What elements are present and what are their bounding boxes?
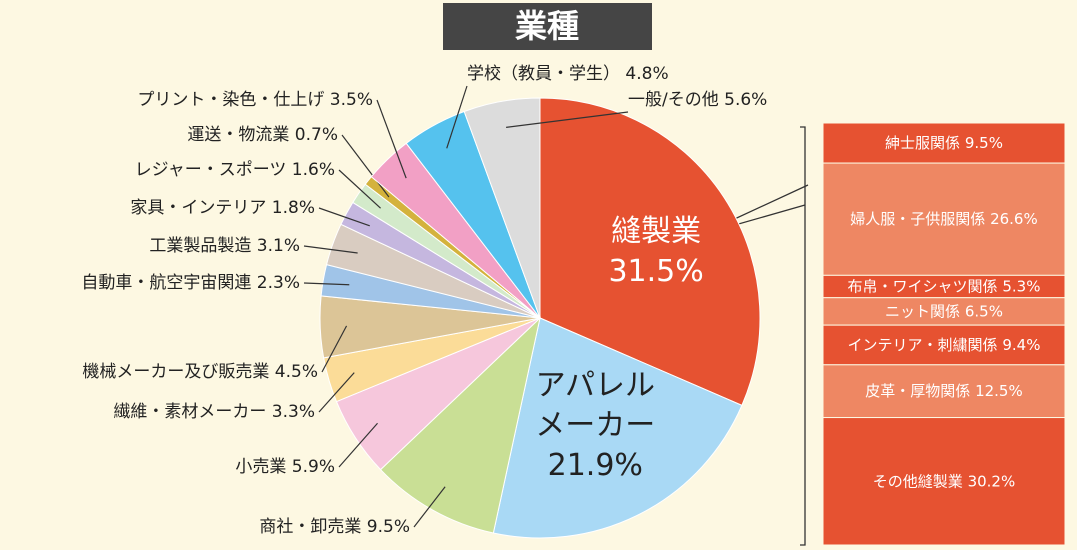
segment-value: 6.5% [965, 302, 1003, 320]
leader-line [338, 169, 381, 209]
slice-name: 自動車・航空宇宙関連 [81, 273, 251, 293]
leader-line [318, 372, 355, 413]
pie-slice [492, 317, 743, 539]
slice-name: 小売業 [235, 457, 286, 477]
slice-name: 一般/その他 [628, 90, 719, 110]
slice-value: 2.3% [257, 273, 300, 293]
slice-value: 3.1% [257, 236, 300, 256]
segment-label: ニット関係 6.5% [885, 302, 1003, 320]
slice-value: 9.5% [367, 517, 410, 537]
slice-name: 商社・卸売業 [259, 517, 361, 537]
segment-name: 皮革・厚物関係 [865, 382, 970, 400]
segment-label: 布帛・ワイシャツ関係 5.3% [848, 277, 1041, 295]
bar-segment [822, 122, 1066, 164]
bracket [800, 126, 806, 546]
slice-name: プリント・染色・仕上げ [137, 90, 324, 110]
segment-label: 皮革・厚物関係 12.5% [865, 382, 1022, 400]
segment-label: 紳士服関係 9.5% [885, 134, 1003, 152]
slice-name: 機械メーカー及び販売業 [82, 362, 269, 382]
slice-value: 1.6% [292, 160, 335, 180]
leader-line [506, 111, 629, 128]
segment-value: 9.5% [965, 134, 1003, 152]
segment-name: ニット関係 [885, 302, 960, 320]
leader-line [341, 134, 390, 198]
slice-label: 工業製品製造 3.1% [149, 236, 300, 256]
slice-value: 21.9% [547, 447, 643, 483]
bar-segment [822, 162, 1066, 276]
slice-label: 家具・インテリア 1.8% [130, 198, 315, 218]
slice-label: 機械メーカー及び販売業 4.5% [82, 362, 318, 382]
slice-value: 5.9% [292, 457, 335, 477]
segment-label: 婦人服・子供服関係 26.6% [850, 210, 1037, 228]
pie-slice [379, 316, 541, 534]
segment-name: 紳士服関係 [885, 134, 960, 152]
segment-name: 婦人服・子供服関係 [850, 210, 985, 228]
slice-label: 小売業 5.9% [235, 457, 335, 477]
slice-name: 運送・物流業 [187, 125, 289, 145]
bar-segment [822, 297, 1066, 326]
leader-line [321, 325, 348, 373]
segment-label: インテリア・刺繍関係 9.4% [848, 335, 1041, 353]
segment-name: その他縫製業 [873, 472, 963, 490]
leader-line [303, 245, 358, 254]
slice-value: 5.6% [724, 90, 767, 110]
leader-line [376, 99, 407, 179]
slice-label: 繊維・素材メーカー 3.3% [113, 402, 315, 422]
slice-value: 3.5% [330, 90, 373, 110]
slice-name: 繊維・素材メーカー [113, 402, 266, 422]
pie-slice [539, 97, 761, 407]
leader-line [338, 422, 378, 468]
bar-segment [822, 417, 1066, 546]
segment-value: 9.4% [1002, 335, 1040, 353]
slice-label: 運送・物流業 0.7% [187, 125, 338, 145]
segment-value: 12.5% [975, 382, 1023, 400]
slice-name: アパレルメーカー [535, 367, 656, 443]
segment-value: 30.2% [968, 472, 1016, 490]
slice-name: 縫製業 [611, 213, 702, 249]
slice-name: 工業製品製造 [149, 236, 251, 256]
slice-name: 学校（教員・学生） [467, 64, 620, 84]
slice-value: 3.3% [272, 402, 315, 422]
segment-label: その他縫製業 30.2% [873, 472, 1015, 490]
leader-line [446, 85, 468, 149]
slice-label: プリント・染色・仕上げ 3.5% [137, 90, 373, 110]
slice-label: レジャー・スポーツ 1.6% [135, 160, 335, 180]
inner-label: 縫製業 31.5% [586, 212, 726, 292]
bar-segment [822, 364, 1066, 419]
leader-line [318, 207, 370, 227]
slice-name: 家具・インテリア [130, 198, 266, 218]
segment-name: 布帛・ワイシャツ関係 [848, 277, 998, 295]
segment-name: インテリア・刺繍関係 [848, 335, 998, 353]
slice-value: 0.7% [295, 125, 338, 145]
slice-value: 4.8% [625, 64, 668, 84]
slice-label: 一般/その他 5.6% [628, 90, 767, 110]
slice-value: 31.5% [608, 253, 704, 289]
segment-value: 5.3% [1002, 277, 1040, 295]
slice-label: 自動車・航空宇宙関連 2.3% [81, 273, 300, 293]
segment-value: 26.6% [990, 210, 1038, 228]
pie-slice [463, 97, 541, 319]
chart-title: 業種 [515, 7, 579, 45]
slice-value: 4.5% [275, 362, 318, 382]
slice-name: レジャー・スポーツ [135, 160, 287, 180]
slice-value: 1.8% [272, 198, 315, 218]
leader-line [303, 282, 350, 286]
title-box [443, 3, 652, 50]
slice-label: 商社・卸売業 9.5% [259, 517, 410, 537]
slice-label: 学校（教員・学生） 4.8% [467, 64, 669, 84]
inner-label: アパレルメーカー 21.9% [525, 366, 665, 486]
leader-line [413, 486, 446, 528]
